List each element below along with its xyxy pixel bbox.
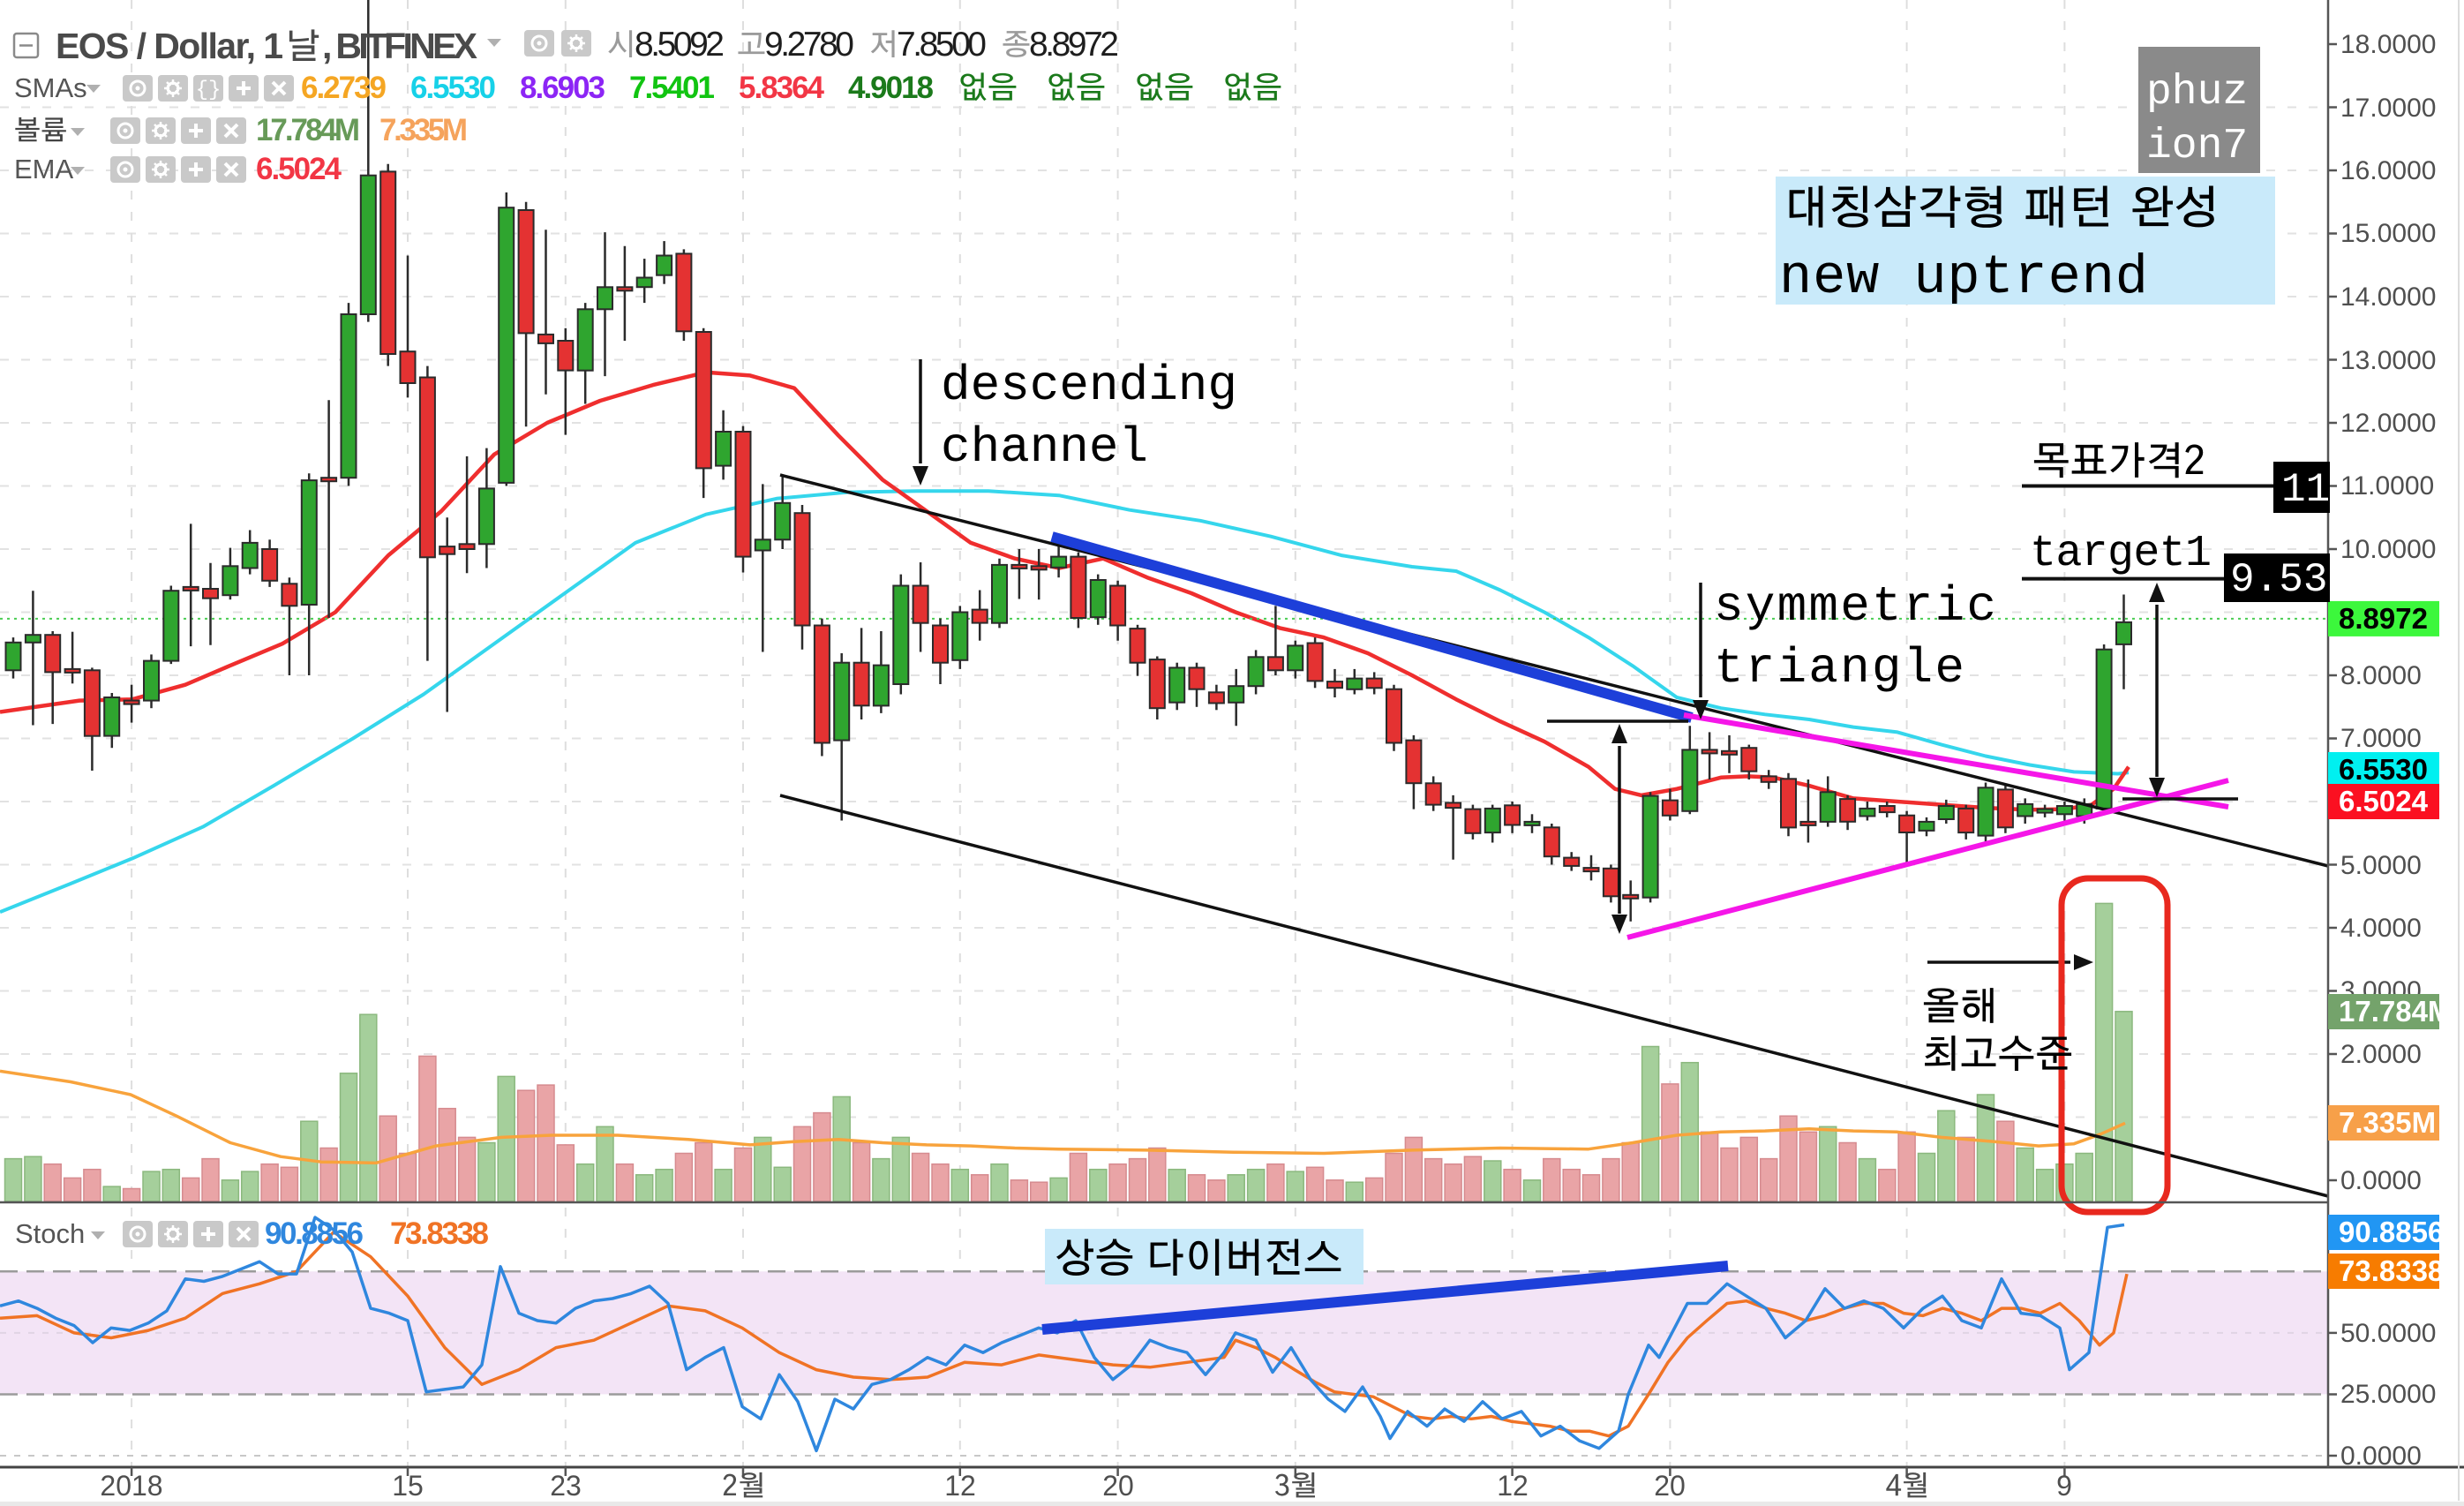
svg-text:, BITFINEX: , BITFINEX (322, 26, 477, 66)
svg-text:target1: target1 (2030, 529, 2212, 579)
svg-text:6.2739: 6.2739 (301, 71, 387, 105)
svg-text:2018: 2018 (100, 1470, 162, 1502)
svg-text:20: 20 (1654, 1470, 1686, 1502)
svg-text:20: 20 (1102, 1470, 1134, 1502)
svg-text:12: 12 (1497, 1470, 1529, 1502)
svg-text:73.8338: 73.8338 (2339, 1254, 2444, 1287)
svg-text:6.5024: 6.5024 (2339, 785, 2429, 817)
svg-text:4.9018: 4.9018 (848, 71, 934, 105)
svg-text:15.0000: 15.0000 (2340, 219, 2436, 248)
svg-text:EOS / Dollar, 1: EOS / Dollar, 1 (56, 26, 283, 66)
svg-text:8.8972: 8.8972 (1029, 26, 1119, 64)
svg-text:6.5024: 6.5024 (256, 152, 342, 186)
svg-text:5.8364: 5.8364 (739, 71, 825, 105)
svg-text:11.0000: 11.0000 (2340, 471, 2434, 501)
svg-text:phuz: phuz (2146, 69, 2248, 117)
svg-text:15: 15 (392, 1470, 424, 1502)
svg-text:14.0000: 14.0000 (2340, 282, 2436, 312)
svg-text:12: 12 (944, 1470, 976, 1502)
svg-text:7.335M: 7.335M (2339, 1106, 2436, 1139)
svg-text:ion7: ion7 (2146, 123, 2248, 170)
svg-text:8.0000: 8.0000 (2340, 661, 2422, 690)
svg-text:13.0000: 13.0000 (2340, 346, 2436, 375)
svg-text:0.0000: 0.0000 (2340, 1166, 2422, 1195)
svg-text:7.0000: 7.0000 (2340, 724, 2422, 753)
svg-text:17.784M: 17.784M (2339, 995, 2452, 1028)
svg-text:descending: descending (941, 358, 1237, 414)
svg-text:73.8338: 73.8338 (390, 1216, 489, 1251)
svg-text:7.8500: 7.8500 (897, 26, 987, 64)
svg-text:Stoch: Stoch (15, 1218, 85, 1249)
svg-text:50.0000: 50.0000 (2340, 1319, 2436, 1348)
svg-text:17.784M: 17.784M (256, 113, 360, 147)
svg-text:0.0000: 0.0000 (2340, 1442, 2422, 1471)
svg-text:8.6903: 8.6903 (520, 71, 605, 105)
svg-text:12.0000: 12.0000 (2340, 409, 2436, 438)
svg-text:25.0000: 25.0000 (2340, 1380, 2436, 1409)
svg-text:8.8972: 8.8972 (2339, 602, 2428, 635)
svg-text:new uptrend: new uptrend (1779, 246, 2148, 309)
svg-text:EMA: EMA (14, 154, 74, 184)
svg-text:2.0000: 2.0000 (2340, 1040, 2422, 1069)
svg-text:symmetric: symmetric (1714, 578, 1996, 635)
svg-text:6.5530: 6.5530 (2339, 753, 2428, 786)
svg-text:9.2780: 9.2780 (764, 26, 854, 64)
svg-text:4.0000: 4.0000 (2340, 914, 2422, 943)
svg-text:8.5092: 8.5092 (635, 26, 725, 64)
svg-text:10.0000: 10.0000 (2340, 535, 2436, 564)
svg-text:90.8856: 90.8856 (265, 1216, 364, 1251)
svg-text:6.5530: 6.5530 (410, 71, 496, 105)
svg-text:16.0000: 16.0000 (2340, 156, 2436, 185)
svg-text:90.8856: 90.8856 (2339, 1216, 2444, 1248)
svg-text:{}: {} (196, 79, 222, 102)
svg-text:7.335M: 7.335M (379, 113, 468, 147)
svg-text:17.0000: 17.0000 (2340, 94, 2436, 123)
svg-text:18.0000: 18.0000 (2340, 30, 2436, 59)
svg-text:23: 23 (550, 1470, 582, 1502)
svg-text:channel: channel (941, 419, 1148, 476)
svg-text:7.5401: 7.5401 (629, 71, 715, 105)
svg-text:5.0000: 5.0000 (2340, 851, 2422, 880)
svg-text:9.53: 9.53 (2230, 557, 2327, 603)
svg-text:11: 11 (2281, 467, 2330, 513)
svg-text:SMAs: SMAs (14, 72, 87, 103)
svg-text:9: 9 (2056, 1470, 2072, 1502)
